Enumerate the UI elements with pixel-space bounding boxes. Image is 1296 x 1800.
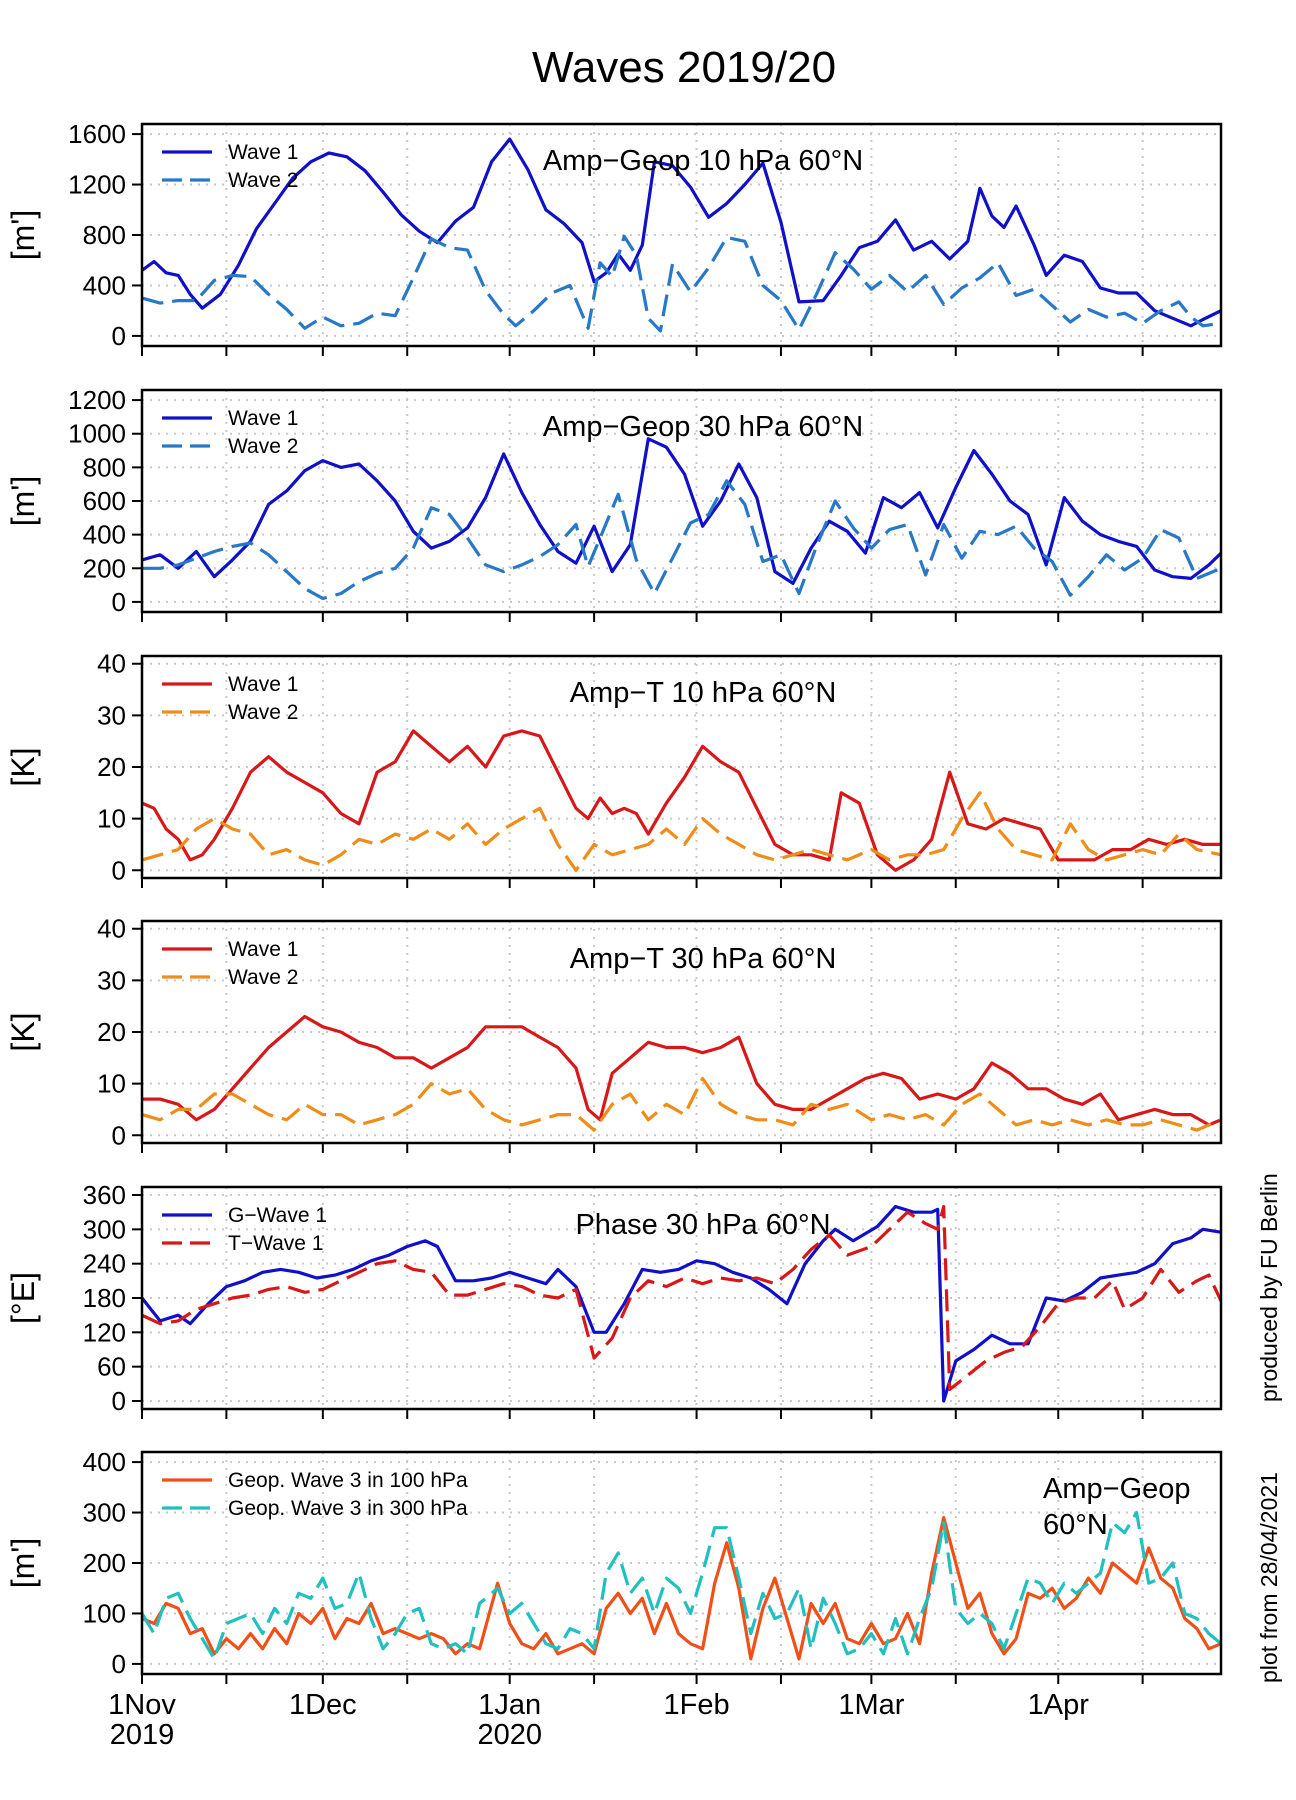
y-tick-label: 360 (83, 1180, 126, 1210)
series-line-2 (142, 1204, 1221, 1392)
legend-label: Geop. Wave 3 in 100 hPa (228, 1469, 468, 1492)
y-tick-label: 0 (112, 1386, 126, 1416)
y-tick-label: 800 (83, 220, 126, 250)
series-line-1 (142, 1204, 1221, 1403)
y-tick-label: 1200 (68, 170, 126, 200)
y-axis-label: [K] (5, 1012, 41, 1051)
y-tick-label: 20 (97, 752, 126, 782)
x-tick-label: 1Nov (108, 1689, 176, 1721)
legend: G−Wave 1 T−Wave 1 (162, 1204, 327, 1255)
legend-label: Wave 1 (228, 938, 298, 961)
y-tick-label: 120 (83, 1317, 126, 1347)
y-tick-label: 0 (112, 1649, 126, 1679)
legend-label: Wave 1 (228, 673, 298, 696)
y-axis-label: [°E] (5, 1272, 41, 1324)
y-tick-label: 180 (83, 1283, 126, 1313)
legend: Wave 1 Wave 2 (162, 938, 298, 989)
y-tick-label: 60 (97, 1352, 126, 1382)
y-tick-label: 400 (83, 520, 126, 550)
y-tick-label: 40 (97, 914, 126, 944)
panel-6: 0 100 200 300 400 [m'] Amp−Geop 60°N Geop. Wave … (5, 1447, 1223, 1684)
legend-label: T−Wave 1 (228, 1232, 324, 1255)
producer-note: produced by FU Berlin (1256, 1173, 1282, 1402)
series-line-2 (142, 791, 1221, 872)
series-line-1 (142, 1516, 1221, 1661)
legend-label: Geop. Wave 3 in 300 hPa (228, 1497, 468, 1520)
y-tick-label: 300 (83, 1214, 126, 1244)
legend: Geop. Wave 3 in 100 hPa Geop. Wave 3 in 3… (162, 1469, 468, 1520)
series-line-2 (142, 234, 1221, 333)
y-tick-label: 400 (83, 270, 126, 300)
series-line-2 (142, 479, 1221, 601)
series-line-2 (142, 1076, 1221, 1132)
y-tick-label: 200 (83, 1548, 126, 1578)
y-tick-label: 20 (97, 1017, 126, 1047)
legend-label: Wave 2 (228, 169, 298, 192)
figure-title: Waves 2019/20 (532, 43, 836, 92)
y-tick-label: 0 (112, 855, 126, 885)
x-tick-sublabel: 2019 (110, 1719, 175, 1751)
series-line-2 (142, 1510, 1221, 1661)
x-tick-label: 1Mar (838, 1689, 904, 1721)
y-tick-label: 10 (97, 804, 126, 834)
panel-title: Amp−T 30 hPa 60°N (570, 943, 837, 975)
legend-label: Wave 1 (228, 407, 298, 430)
y-tick-label: 1000 (68, 419, 126, 449)
x-tick-label: 1Jan (478, 1689, 541, 1721)
y-tick-label: 0 (112, 321, 126, 351)
legend: Wave 1 Wave 2 (162, 141, 298, 192)
y-axis-label: [K] (5, 747, 41, 786)
panel-5: 0 60 120 180 240 300 360 [°E] Phase 30 hPa 60°N G… (5, 1180, 1223, 1419)
legend-label: G−Wave 1 (228, 1204, 327, 1227)
panel-title: Amp−T 10 hPa 60°N (570, 677, 837, 709)
y-tick-label: 600 (83, 486, 126, 516)
panel-title: Amp−Geop (1043, 1473, 1191, 1505)
y-tick-label: 800 (83, 452, 126, 482)
y-axis-label: [m'] (5, 476, 41, 527)
y-axis-label: [m'] (5, 210, 41, 261)
x-tick-label: 1Feb (664, 1689, 730, 1721)
y-tick-label: 100 (83, 1598, 126, 1628)
plot-date-note: plot from 28/04/2021 (1256, 1472, 1282, 1683)
x-tick-sublabel: 2020 (477, 1719, 542, 1751)
series-line-1 (142, 729, 1221, 872)
x-tick-label: 1Dec (289, 1689, 357, 1721)
panel-title: Phase 30 hPa 60°N (575, 1209, 830, 1241)
panel-title: Amp−Geop 10 hPa 60°N (543, 145, 863, 177)
series-line-1 (142, 1014, 1221, 1127)
legend: Wave 1 Wave 2 (162, 673, 298, 724)
panel-1: 0 400 800 1200 1600 [m'] Amp−Geop 10 hPa 60°N W… (5, 119, 1223, 356)
y-tick-label: 300 (83, 1498, 126, 1528)
y-tick-label: 0 (112, 587, 126, 617)
y-tick-label: 1200 (68, 385, 126, 415)
y-tick-label: 30 (97, 965, 126, 995)
y-tick-label: 400 (83, 1447, 126, 1477)
x-tick-label: 1Apr (1028, 1689, 1090, 1721)
y-tick-label: 0 (112, 1120, 126, 1150)
legend-label: Wave 2 (228, 435, 298, 458)
legend-label: Wave 1 (228, 141, 298, 164)
series-line-1 (142, 437, 1221, 585)
y-tick-label: 240 (83, 1249, 126, 1279)
legend-label: Wave 2 (228, 966, 298, 989)
legend: Wave 1 Wave 2 (162, 407, 298, 458)
y-axis-label: [m'] (5, 1538, 41, 1589)
panel-title-line2: 60°N (1043, 1509, 1108, 1541)
y-tick-label: 200 (83, 553, 126, 583)
panel-title: Amp−Geop 30 hPa 60°N (543, 411, 863, 443)
y-tick-label: 40 (97, 649, 126, 679)
y-tick-label: 10 (97, 1069, 126, 1099)
legend-label: Wave 2 (228, 701, 298, 724)
y-tick-label: 30 (97, 700, 126, 730)
y-tick-label: 1600 (68, 119, 126, 149)
series-line-1 (142, 137, 1221, 328)
